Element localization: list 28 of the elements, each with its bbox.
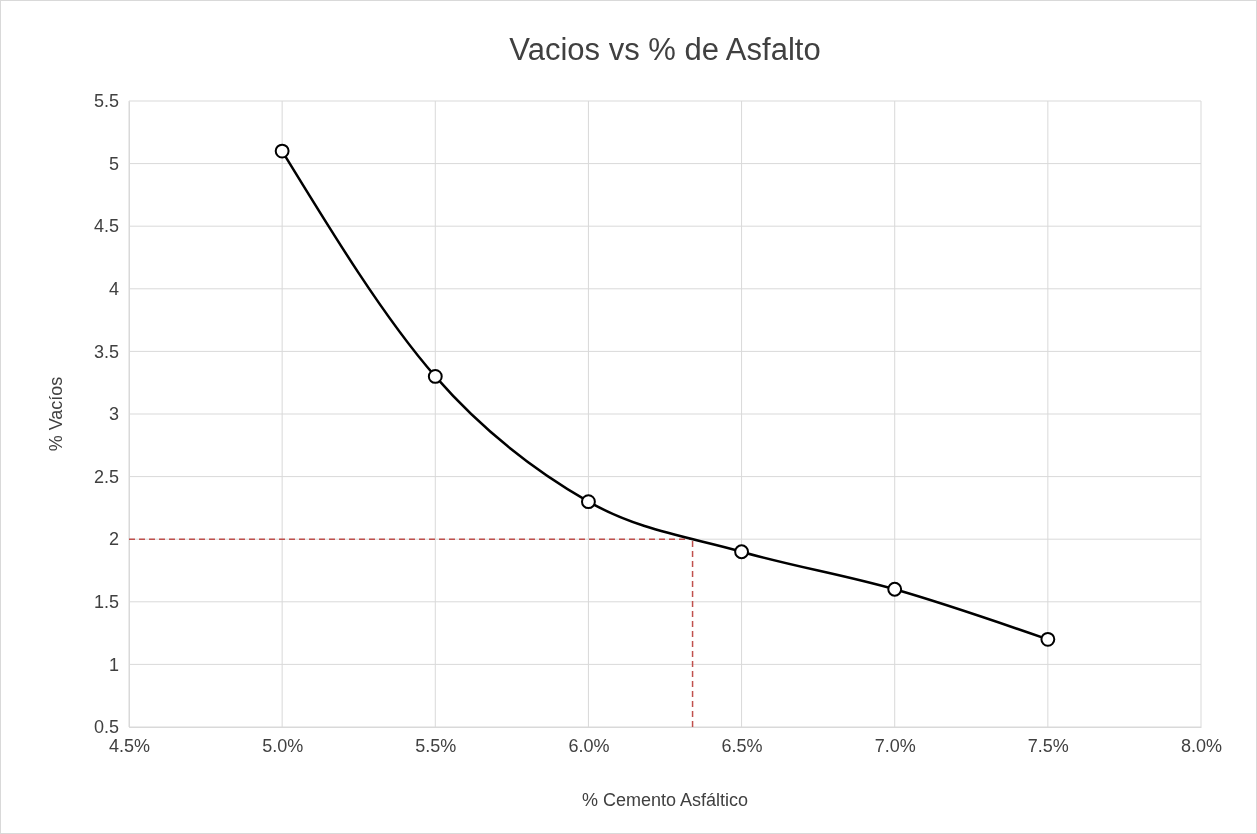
x-tick-label: 5.5% bbox=[415, 735, 457, 756]
point bbox=[734, 544, 749, 560]
point bbox=[1040, 631, 1056, 647]
y-tick-label: 2.5 bbox=[93, 466, 119, 487]
x-tick-label: 4.5% bbox=[108, 735, 151, 756]
y-tick-label: 1 bbox=[108, 654, 119, 675]
point bbox=[887, 581, 903, 597]
x-tick-label: 5.0% bbox=[262, 735, 304, 756]
y-tick-label: 5.5 bbox=[93, 91, 119, 112]
x-tick-label: 6.0% bbox=[568, 735, 610, 756]
point bbox=[427, 369, 443, 384]
x-tick-label: 6.5% bbox=[721, 735, 763, 756]
y-tick-label: 4 bbox=[108, 279, 119, 300]
y-tick-label: 2 bbox=[108, 529, 119, 550]
x-tick-label: 7.5% bbox=[1027, 735, 1069, 756]
x-tick-label: 7.0% bbox=[874, 735, 916, 756]
point bbox=[581, 494, 596, 510]
y-tick-label: 3.5 bbox=[93, 341, 119, 362]
y-tick-label: 0.5 bbox=[93, 717, 119, 738]
y-tick-label: 5 bbox=[108, 153, 119, 174]
y-axis-title: % Vacíos bbox=[46, 376, 66, 452]
y-tick-label: 4.5 bbox=[93, 216, 119, 237]
y-tick-label: 3 bbox=[108, 404, 119, 425]
chart-title: Vacios vs % de Asfalto bbox=[509, 32, 821, 67]
x-tick-label: 8.0% bbox=[1180, 735, 1223, 756]
x-axis-title: % Cemento Asfáltico bbox=[581, 790, 749, 810]
y-tick-label: 1.5 bbox=[93, 592, 119, 613]
point bbox=[274, 143, 290, 159]
